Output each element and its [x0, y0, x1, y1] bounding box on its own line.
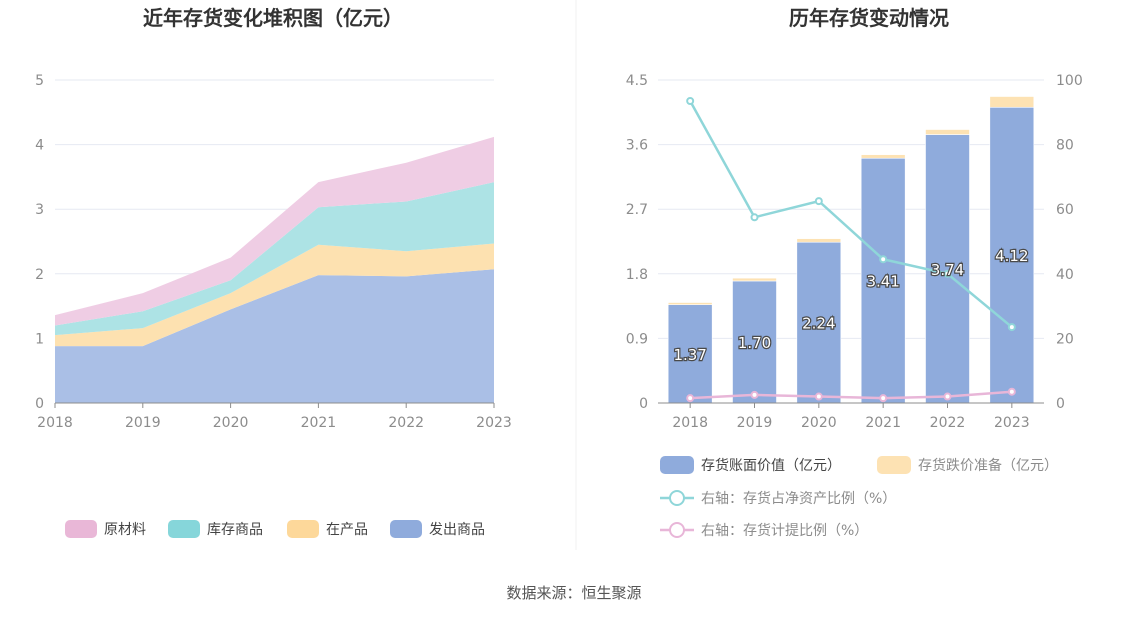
bar-value-label: 1.70 [738, 334, 771, 352]
bar-impairment [796, 238, 842, 243]
left-y-tick-label: 0 [35, 396, 44, 412]
left-legend-swatch [287, 520, 319, 538]
line-point [814, 197, 823, 206]
bar-impairment [860, 154, 906, 159]
left-legend-swatch [168, 520, 200, 538]
line-point [1007, 323, 1016, 332]
stacked-area-chart: 近年存货变化堆积图（亿元） 0 1 2 3 4 5 2018 2019 2020 2021 2022… [35, 6, 512, 538]
right-chart-title: 历年存货变动情况 [789, 6, 949, 30]
bar-book-value [796, 241, 842, 404]
right-legend-swatch-impairment [877, 456, 911, 474]
right-left-y-tick-label: 3.6 [626, 138, 648, 154]
line-point [686, 96, 695, 105]
left-x-tick-label: 2022 [388, 415, 424, 431]
right-left-y-tick-label: 1.8 [626, 267, 648, 283]
line-net-asset-ratio [689, 100, 1013, 329]
right-right-y-tick-label: 100 [1056, 73, 1083, 89]
right-x-tick-label: 2022 [930, 415, 966, 431]
right-legend-label: 存货跌价准备（亿元） [918, 457, 1058, 474]
area-series-2 [55, 243, 494, 347]
right-legend-label: 右轴：存货计提比例（%） [701, 522, 868, 539]
right-legend-label: 右轴：存货占净资产比例（%） [701, 490, 896, 507]
left-axis: 0 1 2 3 4 5 2018 2019 2020 2021 2022 2023 [35, 73, 512, 431]
left-y-tick-label: 1 [35, 331, 44, 347]
right-x-tick-label: 2018 [672, 415, 708, 431]
bar-book-value [989, 106, 1035, 404]
left-legend: 原材料 库存商品 在产品 发出商品 [65, 520, 485, 538]
left-x-tick-label: 2019 [125, 415, 161, 431]
bar-impairment [989, 96, 1035, 108]
bar-value-label: 3.74 [931, 261, 964, 279]
right-left-y-tick-label: 2.7 [626, 202, 648, 218]
bar-book-value [925, 134, 970, 404]
line-point [814, 392, 823, 401]
area-series-1 [55, 269, 494, 403]
bar-value-label: 1.37 [673, 346, 706, 364]
bar-book-value [667, 304, 713, 404]
left-y-tick-label: 3 [35, 202, 44, 218]
left-legend-swatch [65, 520, 97, 538]
left-chart-title: 近年存货变化堆积图（亿元） [143, 6, 403, 30]
right-x-tick-label: 2020 [801, 415, 837, 431]
left-x-tick-label: 2023 [476, 415, 512, 431]
right-right-y-tick-label: 80 [1056, 138, 1074, 154]
right-legend-marker [669, 490, 685, 506]
left-legend-label: 在产品 [326, 522, 368, 538]
line-provision-ratio [690, 390, 1012, 400]
line-point [750, 213, 759, 222]
bar-line-chart: 历年存货变动情况 1.37 1.70 2.24 3.41 3.74 4.12 0 0.9 1.… [626, 6, 1083, 539]
bar-impairment [925, 129, 970, 135]
bar-value-label: 2.24 [802, 315, 835, 333]
left-area-series [55, 136, 494, 403]
right-bar-series [667, 96, 1035, 404]
line-point [1007, 387, 1016, 396]
right-right-y-tick-label: 60 [1056, 202, 1074, 218]
left-y-tick-label: 5 [35, 73, 44, 89]
right-left-y-tick-label: 4.5 [626, 73, 648, 89]
right-left-y-tick-label: 0.9 [626, 331, 648, 347]
right-x-tick-label: 2021 [865, 415, 901, 431]
right-gridlines [658, 79, 1044, 339]
bar-impairment [732, 277, 777, 282]
left-y-tick-label: 4 [35, 138, 44, 154]
bar-impairment [667, 302, 713, 305]
line-point [750, 390, 759, 399]
left-legend-label: 库存商品 [207, 522, 263, 538]
area-series-4 [55, 136, 494, 326]
right-right-y-tick-label: 0 [1056, 396, 1065, 412]
area-series-3 [55, 182, 494, 336]
line-point [686, 394, 695, 403]
bar-value-label: 3.41 [866, 273, 899, 291]
left-legend-label: 原材料 [104, 522, 146, 538]
right-line-series [686, 96, 1016, 403]
right-legend: 存货账面价值（亿元） 存货跌价准备（亿元） 右轴：存货占净资产比例（%） 右轴：存货计… [660, 456, 1058, 539]
line-point [943, 269, 952, 278]
right-legend-swatch-book-value [660, 456, 694, 474]
right-x-tick-label: 2023 [994, 415, 1030, 431]
right-legend-label: 存货账面价值（亿元） [701, 457, 841, 474]
bar-book-value [732, 280, 777, 404]
right-right-y-tick-label: 20 [1056, 331, 1074, 347]
bar-value-label: 4.12 [995, 247, 1028, 265]
left-x-tick-label: 2021 [301, 415, 337, 431]
right-left-y-tick-label: 0 [639, 396, 648, 412]
line-point [879, 394, 888, 403]
left-legend-label: 发出商品 [429, 522, 485, 538]
left-x-tick-label: 2018 [37, 415, 73, 431]
data-source-note: 数据来源：恒生聚源 [506, 584, 641, 602]
left-y-tick-label: 2 [35, 267, 44, 283]
right-x-tick-label: 2019 [737, 415, 773, 431]
right-legend-marker [669, 522, 685, 538]
right-axes: 0 0.9 1.8 2.7 3.6 4.5 0 20 40 60 80 100 2018 2019 2020… [626, 73, 1083, 431]
right-bar-labels: 1.37 1.70 2.24 3.41 3.74 4.12 [672, 246, 1029, 365]
line-point [943, 392, 952, 401]
line-point [879, 255, 888, 264]
right-right-y-tick-label: 40 [1056, 267, 1074, 283]
left-x-tick-label: 2020 [213, 415, 249, 431]
left-legend-swatch [390, 520, 422, 538]
